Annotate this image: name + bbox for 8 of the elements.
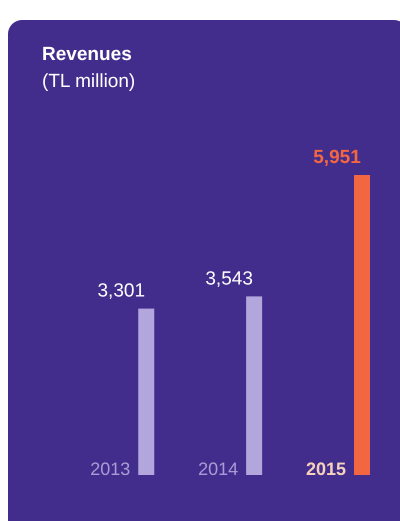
x-tick-label: 2013 [90,459,130,479]
data-label: 5,951 [313,147,362,168]
x-tick-label: 2014 [198,459,238,479]
data-label: 3,543 [205,268,253,290]
chart-title: Revenues [42,44,132,65]
x-tick-label: 2015 [306,459,346,479]
data-label: 3,301 [97,280,146,302]
chart-subtitle: (TL million) [42,71,136,92]
